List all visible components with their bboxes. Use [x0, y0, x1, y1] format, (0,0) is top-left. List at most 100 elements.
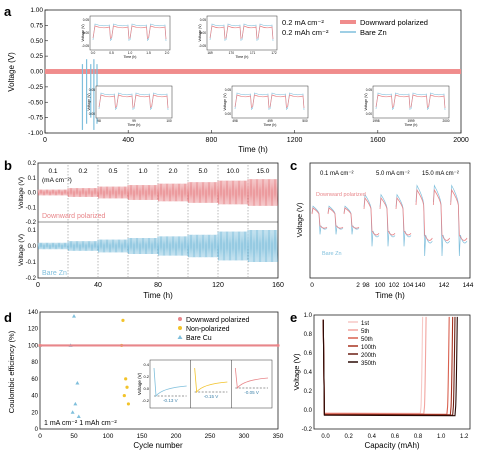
- panel-c-series-downward: Downward polarized: [316, 192, 366, 198]
- panel-a-ytick-label: -0.75: [28, 115, 43, 122]
- panel-d-ytick-label: 20: [31, 410, 38, 416]
- panel-a-xtick-label: 0: [43, 137, 47, 144]
- panel-label-c: c: [290, 158, 297, 173]
- panel-b-ytick-label-bottom: 0.0: [28, 244, 37, 250]
- panel-c-xtick-label: 2: [356, 282, 360, 289]
- panel-a-inset-xlabel: Time (h): [128, 123, 141, 127]
- panel-a-inset-ytick-label: -0.05: [82, 44, 89, 48]
- panel-a-inset-bare-line: [92, 23, 167, 42]
- panel-b-rate-label: 0.5: [108, 168, 117, 175]
- panel-a-inset-ylabel: Voltage (V): [223, 93, 227, 110]
- panel-c-downward-line: [415, 188, 468, 241]
- panel-label-d: d: [4, 310, 12, 325]
- panel-b-bare-line: [37, 229, 278, 263]
- panel-d-inset-curve: [194, 367, 228, 394]
- panel-a-inset-ytick-label: 0.00: [89, 112, 95, 116]
- panel-a-inset-xtick-label: 100: [166, 119, 172, 123]
- panel-label-e: e: [290, 310, 297, 325]
- panel-b-xtick-label: 80: [154, 282, 162, 289]
- panel-b-xtick-label: 120: [212, 282, 224, 289]
- panel-a-inset-xlabel: Time (h): [264, 123, 277, 127]
- legend-a-downward-label: Downward polarized: [360, 18, 428, 27]
- panel-a-xlabel: Time (h): [238, 145, 268, 154]
- panel-b-frame: [37, 162, 279, 279]
- panel-e-xtick-label: 1.0: [437, 434, 446, 440]
- panel-c-rate-1: 0.1 mA cm⁻²: [320, 171, 354, 177]
- panel-d-condition: 1 mA cm⁻² 1 mAh cm⁻²: [44, 420, 117, 427]
- panel-a-inset-ytick-label: 0.00: [200, 31, 206, 35]
- panel-d-point-bare-cu: [75, 381, 80, 385]
- panel-b-xtick-label: 40: [94, 282, 102, 289]
- panel-a-condition-2: 0.2 mAh cm⁻²: [282, 28, 329, 37]
- panel-b-rate-label: 15.0: [257, 168, 270, 175]
- panel-a-inset-xtick-label: 1.0: [128, 51, 133, 55]
- panel-a-inset-xlabel: Time (h): [124, 55, 137, 59]
- panel-a-inset-downward-line: [98, 94, 169, 109]
- panel-d-ytick-label: 100: [28, 343, 39, 349]
- panel-c-downward-line: [363, 196, 412, 236]
- panel-e-frame: [313, 314, 471, 430]
- panel-a-xtick-label: 800: [206, 137, 218, 144]
- panel-b-ytick-label-top: -0.2: [26, 220, 37, 226]
- panel-d-xtick-label: 100: [103, 433, 114, 440]
- panel-d-ytick-label: 40: [31, 394, 38, 400]
- panel-a-inset-bare-line: [375, 92, 446, 111]
- panel-e-ytick-label: 1.0: [304, 313, 313, 319]
- panel-b-chart: 0.2 0.1 0.0 -0.1 -0.2 0.1 0.0 -0.1 -0.2 0 40 80 120…: [18, 161, 284, 300]
- panel-d-point-bare-cu: [72, 314, 76, 318]
- panel-b-ytick-label-bottom: -0.2: [26, 276, 37, 282]
- panel-b-ytick-label-bottom: 0.1: [28, 228, 37, 234]
- panel-b-rate-label: 0.1: [48, 168, 57, 175]
- panel-b-ytick-label-top: 0.2: [28, 161, 37, 167]
- panel-d-ylabel: Coulombic efficiency (%): [7, 330, 16, 413]
- panel-e-xtick-label: 0.2: [344, 434, 353, 440]
- panel-a-xtick-label: 400: [122, 137, 134, 144]
- panel-c-rate-2: 5.0 mA cm⁻²: [376, 171, 410, 177]
- panel-d-chart: 0 20 40 60 80 100 120 140 0 50 100 150 200 250 300 350…: [7, 310, 284, 450]
- panel-e-xlabel: Capacity (mAh): [364, 441, 419, 450]
- panel-a-inset-downward-line: [234, 94, 305, 109]
- panel-b-rate-label: 10.0: [227, 168, 240, 175]
- panel-d-inset-frame: [149, 359, 273, 409]
- panel-d-legend-marker: [178, 317, 182, 321]
- panel-b-ytick-label-top: 0.1: [28, 176, 37, 182]
- panel-d-inset-voltage-label: -0.15 V: [204, 394, 219, 399]
- panel-a-inset-xtick-label: 2.0: [165, 51, 170, 55]
- panel-d-frame: [39, 311, 279, 430]
- panel-b-rate-label: 5.0: [198, 168, 207, 175]
- panel-a-inset-xtick-label: 500: [302, 119, 308, 123]
- panel-d-xtick-label: 350: [273, 433, 284, 440]
- panel-a-inset-ytick-label: 0.05: [200, 18, 206, 22]
- panel-a-inset-xtick-label: 1999: [407, 119, 414, 123]
- panel-e-cycle-line: [322, 316, 427, 415]
- panel-c-downward-line: [311, 207, 360, 229]
- panel-a-ytick-label: 0.50: [30, 38, 43, 45]
- panel-a-condition-1: 0.2 mA cm⁻²: [282, 18, 324, 27]
- panel-a-inset-xtick-label: 169: [207, 51, 213, 55]
- panel-d-inset-voltage-label: -0.13 V: [163, 398, 178, 403]
- panel-d-inset-ytick-label: -0.2: [142, 398, 150, 403]
- panel-a-inset-ylabel: Voltage (V): [198, 24, 202, 41]
- panel-e-legend-label: 100th: [361, 345, 376, 351]
- panel-d-point-non-polarized: [124, 377, 128, 381]
- panel-a-ytick-label: -0.25: [28, 84, 43, 91]
- panel-b-rate-label: 2.0: [168, 168, 177, 175]
- panel-a-inset-bare-line: [234, 92, 305, 111]
- panel-d-inset-curve: [234, 367, 269, 390]
- panel-a-inset-xtick-label: 99: [132, 119, 136, 123]
- panel-a-inset-ytick-label: 0.05: [89, 88, 95, 92]
- panel-c-ylabel: Voltage (V): [297, 203, 304, 238]
- panel-a-inset-ylabel: Voltage (V): [87, 93, 91, 110]
- panel-b-rate-label: 0.2: [78, 168, 87, 175]
- panel-b-rate-label: 1.0: [138, 168, 147, 175]
- panel-b-ytick-label-top: -0.1: [26, 205, 37, 211]
- panel-a-xtick-label: 1200: [287, 137, 303, 144]
- panel-d-inset-ytick-label: 0.0: [143, 386, 149, 391]
- panel-b-ylabel-top: Voltage (V): [18, 177, 25, 209]
- panel-a-ytick-label: 0.00: [30, 69, 43, 76]
- panel-e-xtick-label: 1.2: [460, 434, 469, 440]
- panel-a-inset-xtick-label: 1.5: [146, 51, 151, 55]
- panel-d-legend-label: Bare Cu: [186, 335, 212, 342]
- panel-a-inset-bare-line: [98, 92, 169, 111]
